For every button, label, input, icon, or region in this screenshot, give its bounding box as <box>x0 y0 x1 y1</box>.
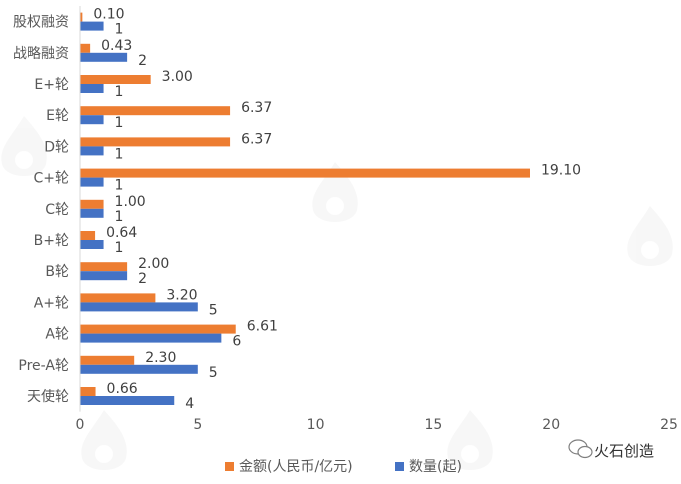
x-tick-label: 15 <box>424 417 442 433</box>
count-bar <box>80 146 104 156</box>
count-legend-swatch <box>395 462 404 471</box>
category-label: D轮 <box>44 139 69 155</box>
amount-data-label: 0.64 <box>106 225 137 241</box>
count-data-label: 2 <box>138 53 147 69</box>
count-bar <box>80 208 104 218</box>
count-bar <box>80 115 104 125</box>
count-bar <box>80 21 104 31</box>
amount-bar <box>80 293 156 303</box>
amount-data-label: 6.37 <box>241 100 272 116</box>
count-data-label: 1 <box>115 209 124 225</box>
count-bar <box>80 177 104 187</box>
category-label: C轮 <box>45 202 69 218</box>
category-label: 股权融资 <box>13 15 69 31</box>
category-label: A+轮 <box>34 295 69 311</box>
bars <box>80 12 530 405</box>
amount-legend-swatch <box>225 462 234 471</box>
count-bar <box>80 52 128 62</box>
category-label: A轮 <box>45 327 69 343</box>
x-tick-label: 5 <box>193 417 202 433</box>
count-data-label: 1 <box>115 146 124 162</box>
amount-data-label: 6.37 <box>241 131 272 147</box>
x-tick-label: 20 <box>542 417 560 433</box>
wechat-icon <box>568 439 593 459</box>
count-data-label: 4 <box>185 396 194 412</box>
amount-legend-label: 金额(人民币/亿元) <box>239 459 353 475</box>
amount-bar <box>80 75 151 84</box>
count-bar <box>80 333 222 343</box>
count-bar <box>80 364 198 374</box>
amount-data-label: 0.10 <box>93 7 124 23</box>
amount-bar <box>80 106 231 116</box>
count-data-label: 2 <box>138 271 147 287</box>
x-tick-label: 10 <box>307 417 325 433</box>
count-data-label: 1 <box>115 240 124 256</box>
watermark-logo-icon <box>1 116 47 176</box>
amount-bar <box>80 231 96 240</box>
count-bar <box>80 302 198 312</box>
count-data-label: 1 <box>115 84 124 100</box>
watermark-logo-icon <box>447 410 493 470</box>
count-legend-label: 数量(起) <box>409 459 462 475</box>
category-label: Pre-A轮 <box>18 358 69 374</box>
amount-bar <box>80 43 91 53</box>
amount-data-label: 2.30 <box>145 350 176 366</box>
count-data-label: 6 <box>232 334 241 350</box>
watermark-logo-icon <box>81 410 127 470</box>
amount-bar <box>80 387 96 396</box>
watermark-layer <box>1 116 673 470</box>
category-label: E+轮 <box>34 77 69 93</box>
count-data-label: 1 <box>115 178 124 194</box>
count-data-label: 5 <box>209 302 218 318</box>
count-data-label: 1 <box>115 22 124 38</box>
x-tick-labels: 0 5 10 15 20 25 <box>76 417 678 433</box>
category-label: E轮 <box>46 108 69 124</box>
x-tick-label: 0 <box>76 417 85 433</box>
category-label: B+轮 <box>34 233 69 249</box>
amount-bar <box>80 199 104 209</box>
amount-data-label: 0.43 <box>101 38 132 54</box>
amount-data-label: 2.00 <box>138 256 169 272</box>
amount-data-label: 3.20 <box>166 287 197 303</box>
count-bar <box>80 396 175 405</box>
count-bar <box>80 271 128 281</box>
amount-data-label: 1.00 <box>115 194 146 210</box>
watermark-logo-icon <box>627 206 673 266</box>
category-label: 天使轮 <box>27 388 69 405</box>
count-bar <box>80 240 104 249</box>
category-label: C+轮 <box>33 171 69 187</box>
category-label: B轮 <box>45 264 69 280</box>
watermark-badge: 火石创造 <box>568 439 654 460</box>
amount-data-label: 6.61 <box>247 319 278 335</box>
x-tick-label: 25 <box>660 417 678 433</box>
count-bar <box>80 84 104 93</box>
amount-data-label: 0.66 <box>107 381 138 397</box>
data-labels: 0.1010.4323.0016.3716.37119.1011.0010.64… <box>93 7 581 412</box>
amount-bar <box>80 12 83 22</box>
amount-bar <box>80 168 530 178</box>
amount-data-label: 19.10 <box>541 163 581 179</box>
amount-bar <box>80 137 231 147</box>
count-data-label: 5 <box>209 365 218 381</box>
amount-bar <box>80 262 128 272</box>
legend: 金额(人民币/亿元) 数量(起) <box>225 459 462 475</box>
amount-data-label: 3.00 <box>162 69 193 85</box>
category-label: 战略融资 <box>13 46 69 62</box>
count-data-label: 1 <box>115 115 124 131</box>
amount-bar <box>80 324 236 334</box>
amount-bar <box>80 355 135 365</box>
watermark-text: 火石创造 <box>594 442 654 460</box>
